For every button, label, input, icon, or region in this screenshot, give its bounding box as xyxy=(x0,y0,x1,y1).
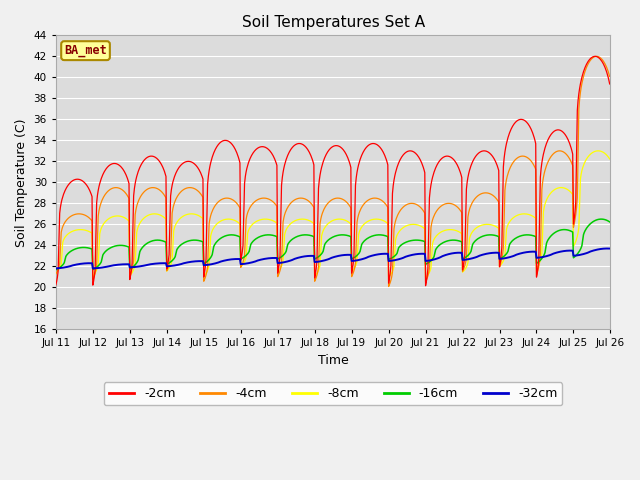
Text: BA_met: BA_met xyxy=(64,44,107,57)
Y-axis label: Soil Temperature (C): Soil Temperature (C) xyxy=(15,118,28,247)
Legend: -2cm, -4cm, -8cm, -16cm, -32cm: -2cm, -4cm, -8cm, -16cm, -32cm xyxy=(104,383,563,406)
X-axis label: Time: Time xyxy=(318,354,349,367)
Title: Soil Temperatures Set A: Soil Temperatures Set A xyxy=(241,15,425,30)
